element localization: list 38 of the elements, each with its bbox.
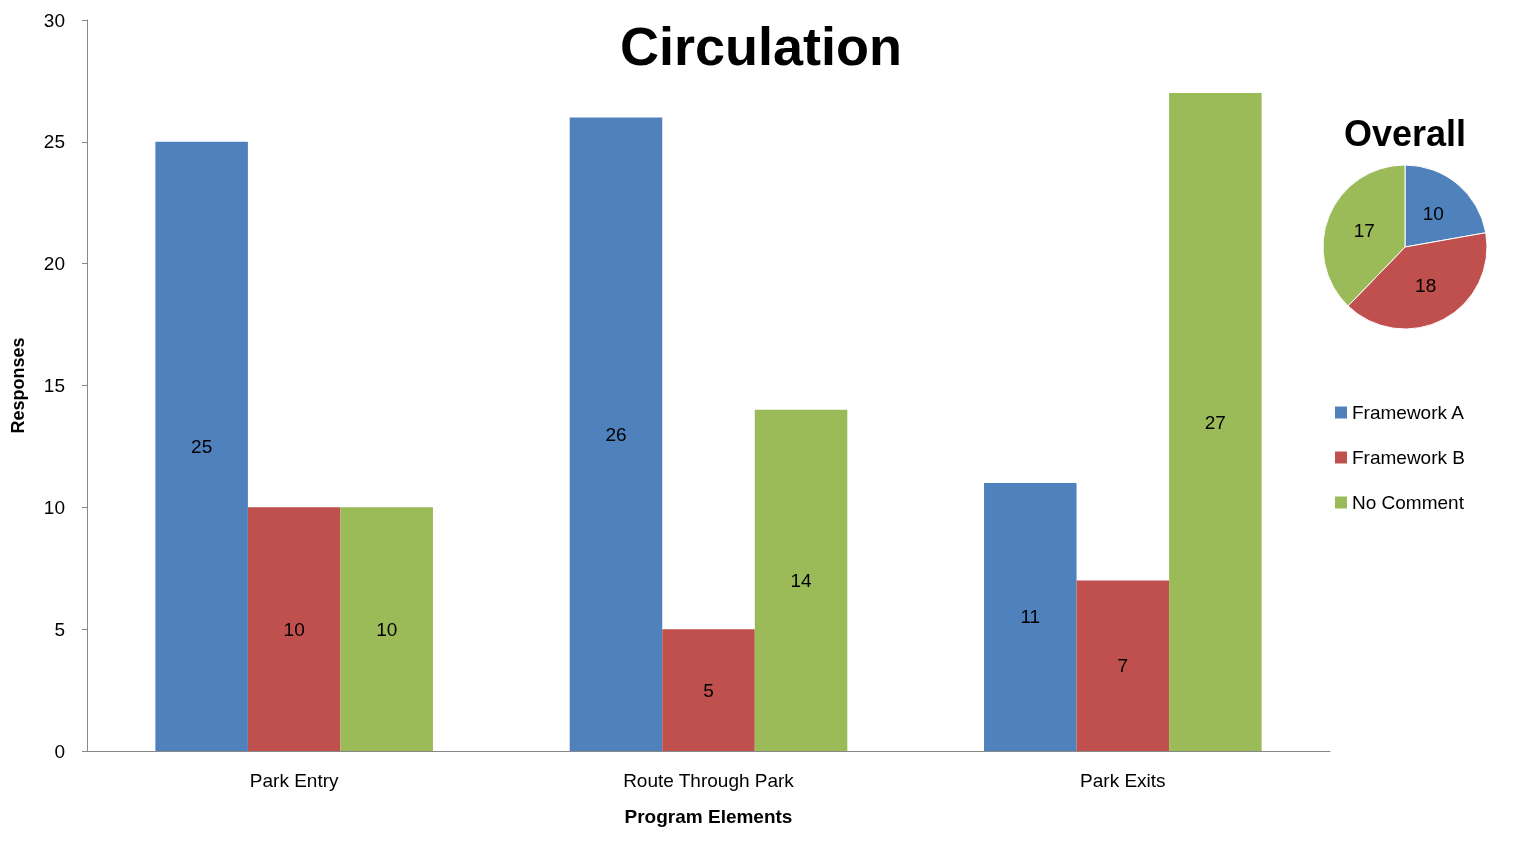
y-axis-title: Responses — [8, 337, 28, 434]
chart-title: Circulation — [619, 16, 903, 76]
legend-label: Framework A — [1352, 402, 1465, 423]
bar — [754, 409, 848, 751]
data-label: 17 — [1353, 220, 1375, 242]
y-tick-label: 30 — [43, 9, 65, 31]
x-tick-label: Route Through Park — [623, 770, 795, 791]
y-tick-label: 0 — [54, 740, 65, 762]
bar — [1076, 580, 1170, 751]
data-label: 14 — [790, 569, 813, 591]
bar — [155, 141, 248, 751]
bar — [984, 482, 1077, 751]
y-tick-label: 10 — [43, 496, 65, 518]
data-label: 10 — [376, 618, 398, 640]
data-label: 18 — [1415, 275, 1437, 297]
data-label: 10 — [283, 618, 305, 640]
y-tick-label: 5 — [54, 618, 65, 640]
legend-label: Framework B — [1352, 447, 1465, 468]
x-tick-label: Park Entry — [249, 770, 340, 791]
data-label: 25 — [191, 435, 213, 457]
y-tick-label: 15 — [43, 375, 65, 396]
data-label: 27 — [1204, 411, 1226, 433]
x-axis-title: Program Elements — [624, 806, 793, 827]
bar — [247, 507, 341, 751]
y-tick-label: 25 — [43, 131, 65, 153]
data-label: 10 — [1422, 202, 1444, 224]
bar — [662, 629, 755, 751]
bar — [340, 507, 433, 751]
data-label: 11 — [1020, 606, 1041, 628]
y-tick-label: 20 — [43, 253, 65, 275]
bar — [1169, 93, 1262, 751]
data-label: 26 — [605, 423, 627, 445]
chart-title: Overall — [1343, 112, 1467, 154]
bar — [569, 117, 663, 751]
data-label: 5 — [703, 679, 714, 701]
data-label: 7 — [1117, 655, 1129, 677]
legend-label: No Comment — [1352, 492, 1465, 513]
x-tick-label: Park Exits — [1080, 770, 1166, 791]
